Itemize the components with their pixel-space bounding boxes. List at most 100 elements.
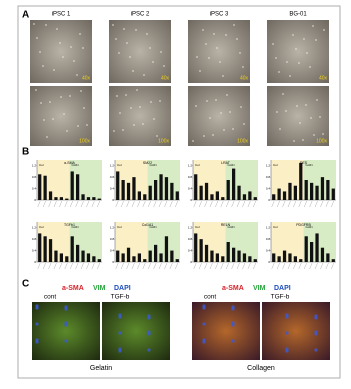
cell [146,33,148,35]
nucleus [35,306,39,310]
cell [236,38,238,40]
x-tick-stub [126,262,130,270]
cell [226,94,228,96]
group-label: ColFi [72,225,79,229]
y-tick-label: 0 [268,198,270,202]
bar [282,191,287,200]
nucleus [231,307,235,311]
y-tick-label: 0.8 [266,237,271,241]
cell [133,124,135,126]
y-tick-label: 1.2 [266,164,271,168]
cell [315,39,317,41]
x-tick-stub [215,200,219,208]
x-tick-stub [198,262,202,270]
bar [248,256,252,262]
nucleus [118,349,122,353]
cell [298,62,300,64]
x-tick-stub [120,262,124,270]
y-tick-label: 0.4 [188,186,193,190]
bar [126,182,131,200]
cell [293,140,295,142]
bar [326,253,330,262]
cell [118,52,120,54]
fluorescence-image [262,302,330,360]
x-tick-stub [231,262,235,270]
bar [320,247,325,262]
x-tick-stub [37,200,41,208]
group-label: ColFi [150,225,157,229]
bar [148,250,152,262]
group-label: Col [39,225,44,229]
cell [199,70,201,72]
bar [54,250,58,262]
cell [299,122,301,124]
y-tick-label: 0 [112,260,114,264]
chart-title: PDGFRB [296,223,311,227]
bar [126,247,131,262]
fluorescence-image [32,302,100,360]
condition-label: cont [44,294,56,301]
cell [220,112,222,114]
chart-title: Col1A1 [142,223,154,227]
nucleus [285,315,289,319]
x-tick-stub [158,262,162,270]
figure-border [17,5,341,379]
y-tick-label: 1.2 [32,226,37,230]
group-label: ColFi [150,163,157,167]
cell [79,33,81,35]
bar [121,180,125,200]
cell [33,23,35,25]
bar [143,259,147,262]
cell [39,51,41,53]
x-tick-stub [164,262,168,270]
bar [304,180,308,200]
cell [202,29,204,31]
cell [66,130,68,132]
x-tick-stub [209,200,213,208]
x-tick-stub [169,262,173,270]
x-tick-stub [70,262,73,270]
bar [81,250,85,262]
bar [43,236,47,262]
x-tick-stub [304,200,307,208]
x-tick-stub [75,200,79,208]
x-tick-stub [331,200,334,208]
bar [81,194,85,200]
nucleus [64,323,68,327]
bar [242,253,247,262]
x-tick-stub [215,262,219,270]
bar [170,182,174,200]
chart-title: LRAT [221,161,231,165]
nucleus [64,339,68,343]
cell [215,99,217,101]
x-tick-stub [287,200,291,208]
column-label: iPSC 1 [52,12,71,18]
bar [38,174,42,200]
x-tick-stub [142,200,146,208]
bar [310,242,314,262]
x-tick-stub [236,262,240,270]
bar [116,171,120,200]
cell [36,37,38,39]
bar [70,171,74,200]
x-tick-stub [97,262,100,270]
bar [282,250,287,262]
group-label: Col [195,163,200,167]
bar [299,162,303,200]
x-tick-stub [97,200,100,208]
bar [86,253,91,262]
cell [135,29,137,31]
bar [226,180,230,200]
x-tick-stub [53,200,57,208]
nucleus [64,307,68,311]
bar [199,185,203,200]
cell [239,52,241,54]
nucleus [285,349,289,353]
x-tick-stub [131,200,135,208]
substrate-label: Gelatin [90,365,112,372]
group-label: ColFi [228,163,235,167]
chart-background [193,222,226,262]
cell [143,74,145,76]
bar [159,253,163,262]
